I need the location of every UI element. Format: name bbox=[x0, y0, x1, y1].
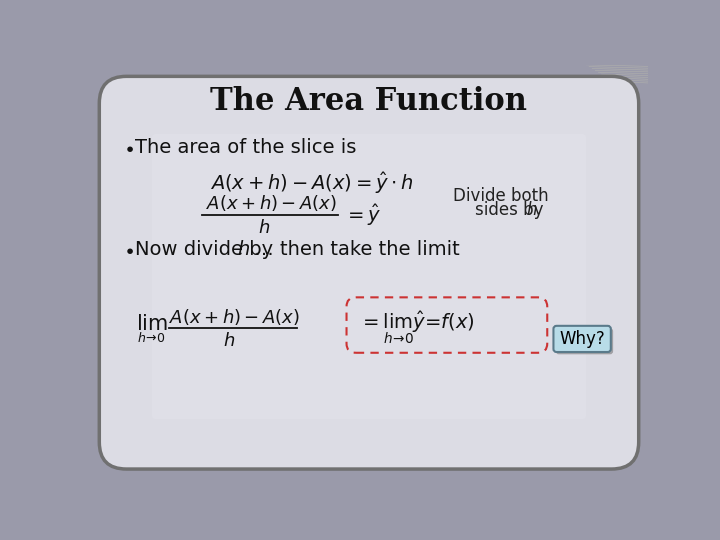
Text: $h$: $h$ bbox=[258, 219, 271, 237]
FancyBboxPatch shape bbox=[152, 134, 586, 419]
Text: $\bullet$: $\bullet$ bbox=[122, 138, 133, 158]
Text: Divide both: Divide both bbox=[453, 187, 549, 205]
Text: $=\lim_{h\to 0}\hat{y}=f(x)$: $=\lim_{h\to 0}\hat{y}=f(x)$ bbox=[359, 310, 474, 346]
Text: $h$: $h$ bbox=[526, 200, 537, 219]
Text: The area of the slice is: The area of the slice is bbox=[135, 138, 356, 158]
Text: … then take the limit: … then take the limit bbox=[248, 240, 460, 259]
Text: $A(x+h)-A(x)=\hat{y}\cdot h$: $A(x+h)-A(x)=\hat{y}\cdot h$ bbox=[210, 170, 414, 195]
Text: $h$: $h$ bbox=[238, 240, 251, 259]
Text: $\lim$: $\lim$ bbox=[137, 314, 168, 334]
Text: Now divide by: Now divide by bbox=[135, 240, 279, 259]
Text: sides by: sides by bbox=[475, 200, 549, 219]
Text: $A(x+h)-A(x)$: $A(x+h)-A(x)$ bbox=[206, 193, 337, 213]
Text: The Area Function: The Area Function bbox=[210, 86, 528, 117]
FancyBboxPatch shape bbox=[556, 328, 613, 354]
FancyBboxPatch shape bbox=[554, 326, 611, 352]
Text: $=\hat{y}$: $=\hat{y}$ bbox=[344, 202, 382, 228]
Text: $\bullet$: $\bullet$ bbox=[122, 240, 133, 259]
Text: Why?: Why? bbox=[559, 330, 605, 348]
FancyBboxPatch shape bbox=[99, 76, 639, 469]
Text: $A(x+h)-A(x)$: $A(x+h)-A(x)$ bbox=[169, 307, 300, 327]
Text: $h$: $h$ bbox=[223, 332, 235, 350]
Text: $h\!\to\!0$: $h\!\to\!0$ bbox=[138, 331, 166, 345]
